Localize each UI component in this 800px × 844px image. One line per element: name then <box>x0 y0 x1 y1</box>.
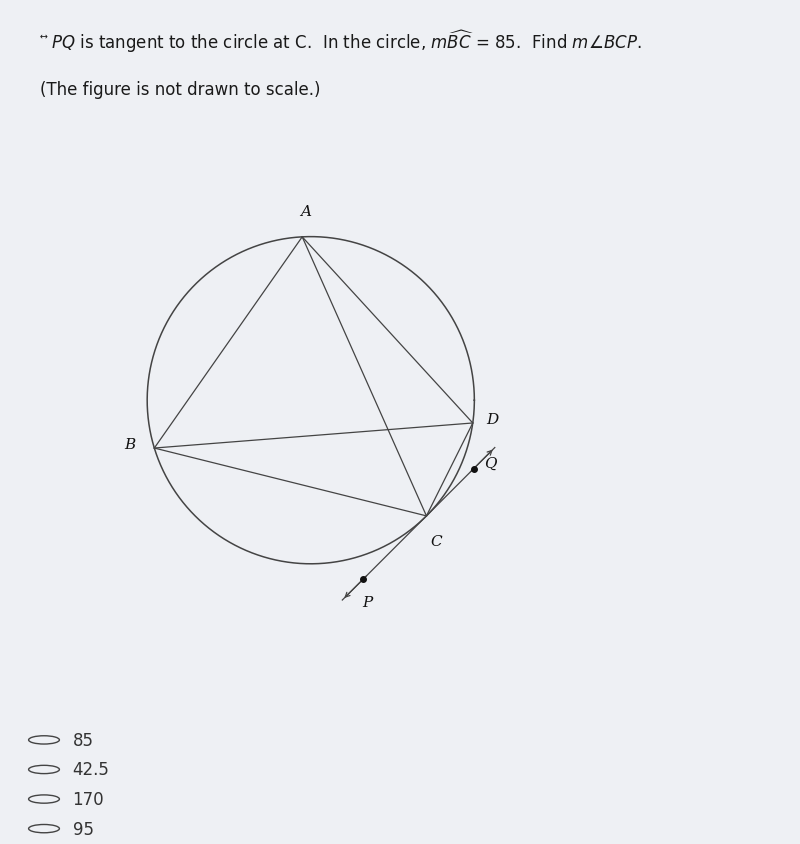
Text: $\overleftrightarrow{PQ}$ is tangent to the circle at C.  In the circle, $m\wide: $\overleftrightarrow{PQ}$ is tangent to … <box>40 29 642 55</box>
Text: 42.5: 42.5 <box>73 760 110 778</box>
Text: D: D <box>486 413 498 427</box>
Text: Q: Q <box>484 456 497 470</box>
Text: B: B <box>125 438 136 452</box>
Text: A: A <box>301 205 311 219</box>
Text: 170: 170 <box>73 790 104 808</box>
Text: 85: 85 <box>73 731 94 749</box>
Text: P: P <box>362 596 372 609</box>
Text: (The figure is not drawn to scale.): (The figure is not drawn to scale.) <box>40 81 321 99</box>
Text: 95: 95 <box>73 820 94 837</box>
Text: C: C <box>430 535 442 549</box>
